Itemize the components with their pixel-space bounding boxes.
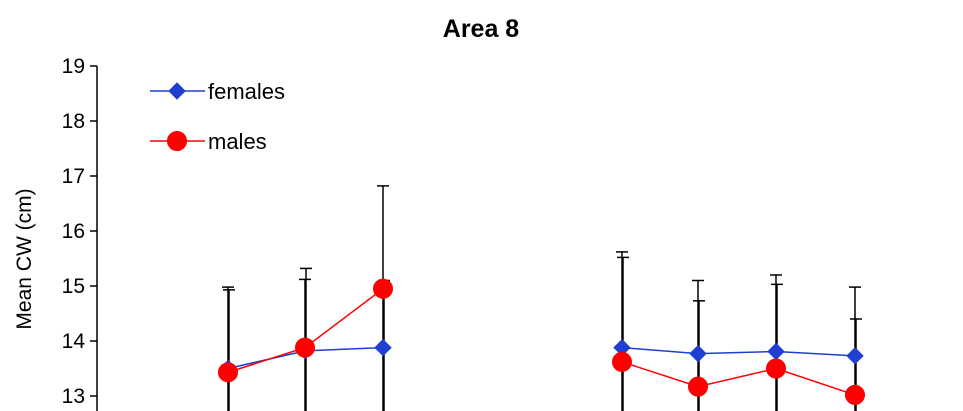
y-axis: 13 14 15 16 17 18 19 [62, 55, 98, 411]
legend: females males [150, 79, 285, 154]
y-tick-label: 18 [62, 110, 85, 133]
y-tick-label: 13 [62, 385, 85, 408]
y-tick-label: 14 [62, 330, 86, 353]
error-bars [222, 185, 862, 411]
y-axis-label: Mean CW (cm) [13, 188, 36, 329]
data-point-females [689, 344, 707, 363]
data-point-males [845, 384, 865, 405]
data-point-females [767, 342, 785, 361]
data-point-males [373, 278, 393, 299]
y-tick-label: 15 [62, 275, 85, 298]
data-point-females [374, 338, 392, 357]
legend-label-males: males [208, 129, 267, 154]
data-point-females [846, 347, 864, 365]
series-line-males [621, 361, 856, 396]
legend-marker-females [168, 82, 186, 100]
y-tick-label: 19 [62, 55, 85, 78]
data-point-males [218, 362, 238, 383]
series-markers [218, 278, 865, 405]
data-point-males [766, 358, 786, 379]
data-point-males [688, 376, 708, 397]
data-point-males [295, 337, 315, 358]
legend-label-females: females [208, 79, 285, 104]
legend-marker-males [167, 131, 187, 151]
data-point-males [612, 351, 632, 372]
chart-title: Area 8 [443, 15, 520, 43]
series-line-females [621, 346, 856, 357]
y-tick-label: 16 [62, 220, 85, 243]
y-tick-label: 17 [62, 165, 85, 188]
series-lines [227, 288, 856, 396]
